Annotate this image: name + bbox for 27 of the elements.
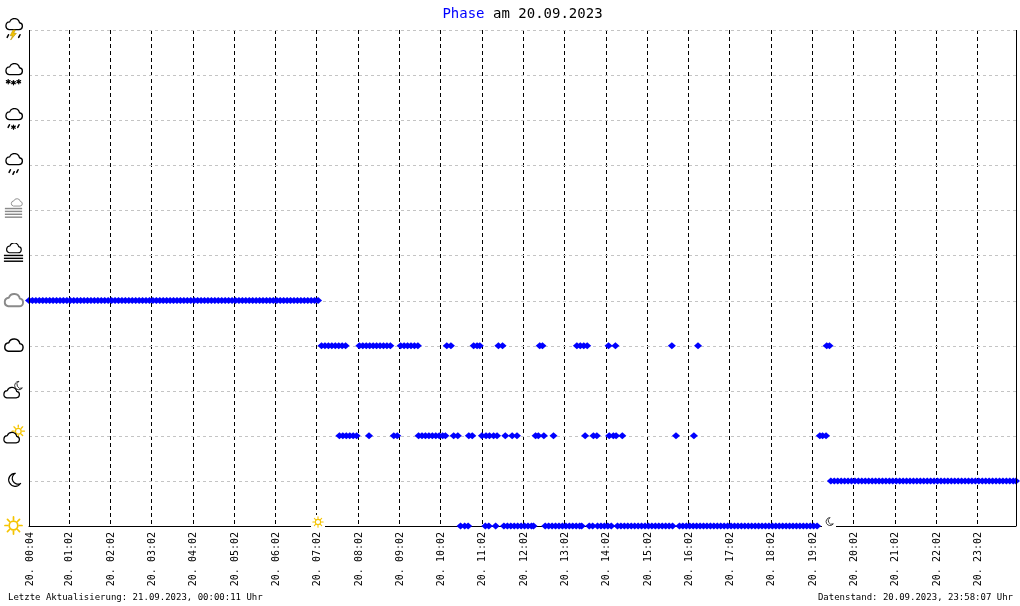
x-tick-label: 20. 09:02 <box>393 532 405 587</box>
x-tick-label: 20. 21:02 <box>889 532 901 587</box>
x-tick-label: 20. 18:02 <box>765 532 777 587</box>
x-tick-label: 20. 12:02 <box>517 532 529 587</box>
x-tick-label: 20. 22:02 <box>930 532 942 587</box>
text: Datenstand: 20.09.2023, 23:58:07 Uhr <box>817 592 1013 603</box>
x-tick-label: 20. 07:02 <box>311 532 323 587</box>
x-tick-label: 20. 16:02 <box>682 532 694 587</box>
x-tick-label: 20. 11:02 <box>476 532 488 587</box>
x-tick-label: 20. 17:02 <box>724 532 736 587</box>
x-tick-label: 20. 05:02 <box>228 532 240 587</box>
x-tick-label: 20. 00:04 <box>23 532 35 587</box>
x-tick-label: 20. 23:02 <box>971 532 983 587</box>
x-tick-label: 20. 20:02 <box>848 532 860 587</box>
x-tick-label: 20. 04:02 <box>187 532 199 587</box>
x-tick-label: 20. 14:02 <box>600 532 612 587</box>
chart-title: Phase am 20.09.2023 <box>442 5 603 21</box>
x-tick-label: 20. 15:02 <box>641 532 653 587</box>
x-tick-label: 20. 13:02 <box>558 532 570 587</box>
x-tick-label: 20. 03:02 <box>146 532 158 587</box>
x-tick-label: 20. 06:02 <box>269 532 281 587</box>
text: Letzte Aktualisierung: 21.09.2023, 00:00:11 Uhr <box>8 592 263 603</box>
x-tick-label: 20. 01:02 <box>63 532 75 587</box>
x-tick-label: 20. 19:02 <box>806 532 818 587</box>
x-tick-label: 20. 10:02 <box>435 532 447 587</box>
x-tick-label: 20. 02:02 <box>104 532 116 587</box>
x-tick-label: 20. 08:02 <box>352 532 364 587</box>
